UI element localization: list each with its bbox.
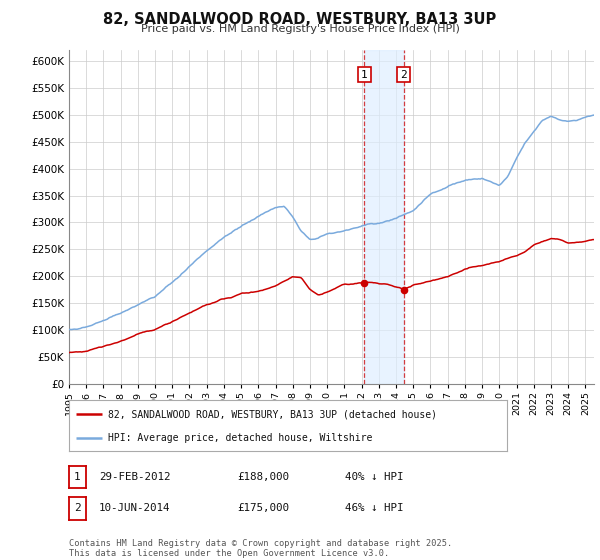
Bar [364, 50, 404, 384]
Text: HPI: Average price, detached house, Wiltshire: HPI: Average price, detached house, Wilt… [109, 433, 373, 443]
Text: 82, SANDALWOOD ROAD, WESTBURY, BA13 3UP (detached house): 82, SANDALWOOD ROAD, WESTBURY, BA13 3UP … [109, 409, 437, 419]
Text: 2: 2 [400, 69, 407, 80]
Text: This data is licensed under the Open Government Licence v3.0.: This data is licensed under the Open Gov… [69, 549, 389, 558]
Text: Price paid vs. HM Land Registry's House Price Index (HPI): Price paid vs. HM Land Registry's House … [140, 24, 460, 34]
Text: £175,000: £175,000 [237, 503, 289, 514]
Text: £188,000: £188,000 [237, 472, 289, 482]
Text: 46% ↓ HPI: 46% ↓ HPI [345, 503, 404, 514]
Text: 2: 2 [74, 503, 81, 514]
Text: 29-FEB-2012: 29-FEB-2012 [99, 472, 170, 482]
Text: Contains HM Land Registry data © Crown copyright and database right 2025.: Contains HM Land Registry data © Crown c… [69, 539, 452, 548]
Text: 1: 1 [361, 69, 368, 80]
Text: 1: 1 [74, 472, 81, 482]
Text: 82, SANDALWOOD ROAD, WESTBURY, BA13 3UP: 82, SANDALWOOD ROAD, WESTBURY, BA13 3UP [103, 12, 497, 27]
Text: 40% ↓ HPI: 40% ↓ HPI [345, 472, 404, 482]
Text: 10-JUN-2014: 10-JUN-2014 [99, 503, 170, 514]
